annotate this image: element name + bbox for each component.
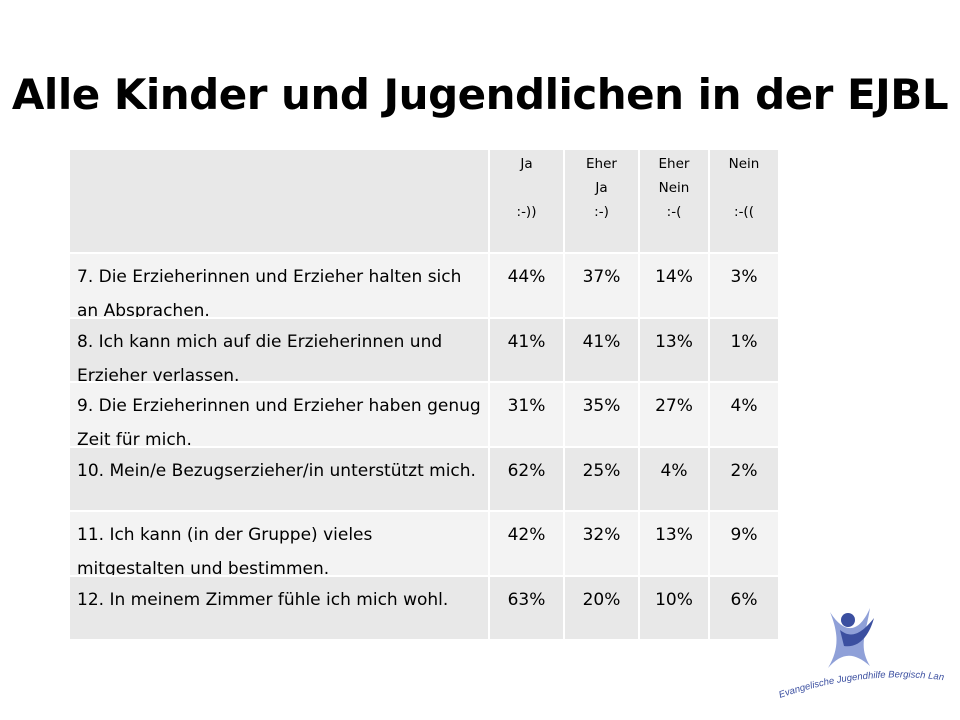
table-cell-value: 9%	[708, 512, 778, 575]
table-row-label: 8. Ich kann mich auf die Erzieherinnen u…	[70, 318, 488, 381]
header-nein-mid	[716, 176, 772, 200]
table-cell-value: 44%	[488, 254, 563, 317]
table-cell-value: 1%	[708, 318, 778, 381]
header-eher-ja-mid: Ja	[595, 180, 608, 196]
table-cell-value: 31%	[488, 383, 563, 446]
header-eher-nein-bottom: :-(	[666, 204, 682, 220]
header-ja-bottom: :-))	[516, 204, 537, 220]
table-row-label: 10. Mein/e Bezugserzieher/in unterstützt…	[70, 447, 488, 510]
table-cell-value: 37%	[563, 254, 638, 317]
table-cell-value: 63%	[488, 576, 563, 639]
header-empty-cell	[70, 150, 488, 252]
header-nein: Nein :-((	[708, 150, 778, 252]
table-cell-value: 62%	[488, 447, 563, 510]
header-nein-top: Nein	[728, 156, 760, 172]
logo-head-icon	[841, 613, 855, 627]
header-eher-ja: Eher Ja :-)	[563, 150, 638, 252]
header-eher-nein: Eher Nein :-(	[638, 150, 708, 252]
table-cell-value: 6%	[708, 576, 778, 639]
table-row-label: 7. Die Erzieherinnen und Erzieher halten…	[70, 254, 488, 317]
table-cell-value: 2%	[708, 447, 778, 510]
table-cell-value: 3%	[708, 254, 778, 317]
table-cell-value: 20%	[563, 576, 638, 639]
table-row-label: 11. Ich kann (in der Gruppe) vieles mitg…	[70, 512, 488, 575]
table-cell-value: 42%	[488, 512, 563, 575]
table-cell-value: 13%	[638, 512, 708, 575]
header-eher-nein-mid: Nein	[658, 180, 690, 196]
table-cell-value: 41%	[488, 318, 563, 381]
header-ja-top: Ja	[520, 156, 533, 172]
logo-arm-icon	[840, 618, 874, 647]
table-cell-value: 27%	[638, 383, 708, 446]
header-eher-ja-bottom: :-)	[594, 204, 609, 220]
table-cell-value: 41%	[563, 318, 638, 381]
table-cell-value: 35%	[563, 383, 638, 446]
header-ja-mid	[496, 176, 557, 200]
table-cell-value: 13%	[638, 318, 708, 381]
table-row-label: 12. In meinem Zimmer fühle ich mich wohl…	[70, 576, 488, 639]
table-cell-value: 32%	[563, 512, 638, 575]
header-eher-nein-top: Eher	[658, 156, 690, 172]
survey-table: Ja :-)) Eher Ja :-) Eher Nein :-( Nein :…	[70, 150, 778, 639]
table-cell-value: 14%	[638, 254, 708, 317]
table-cell-value: 4%	[708, 383, 778, 446]
table-row-label: 9. Die Erzieherinnen und Erzieher haben …	[70, 383, 488, 446]
table-cell-value: 10%	[638, 576, 708, 639]
ejbl-logo: Evangelische Jugendhilfe Bergisch Land	[770, 600, 945, 701]
table-cell-value: 25%	[563, 447, 638, 510]
header-nein-bottom: :-((	[734, 204, 754, 220]
slide-title: Alle Kinder und Jugendlichen in der EJBL	[11, 70, 949, 119]
table-cell-value: 4%	[638, 447, 708, 510]
header-eher-ja-top: Eher	[586, 156, 617, 172]
header-ja: Ja :-))	[488, 150, 563, 252]
